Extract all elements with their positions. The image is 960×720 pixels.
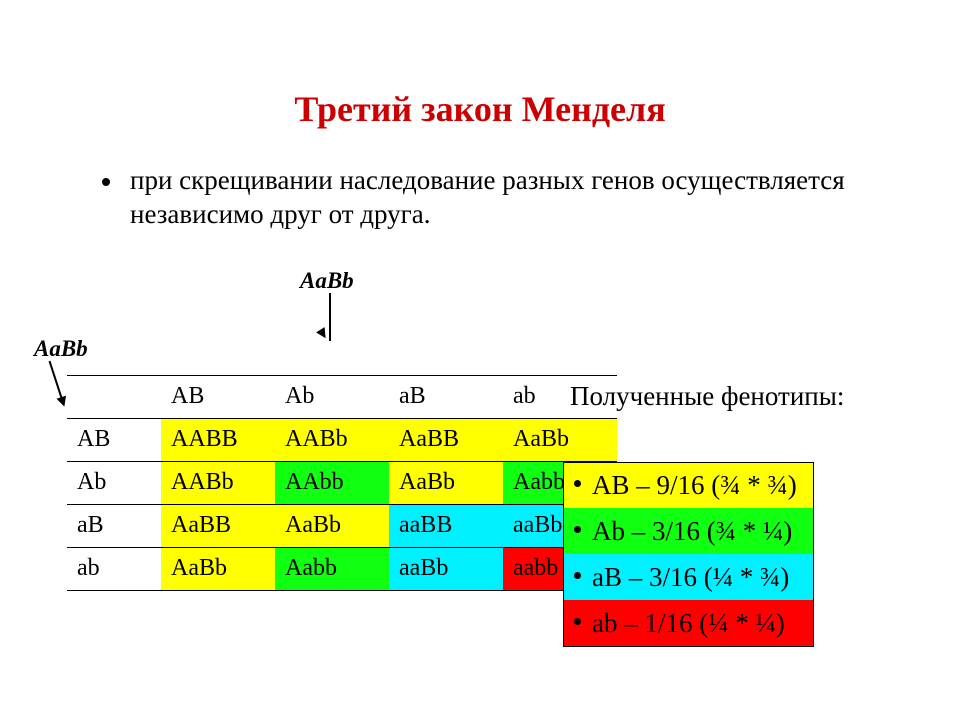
bullet-dot-icon <box>574 572 581 579</box>
punnett-corner <box>67 376 161 419</box>
punnett-square: ABAbaBabABAABBAABbAaBBAaBbAbAABbAAbbAaBb… <box>67 375 617 591</box>
punnett-col-header: aB <box>389 376 503 419</box>
punnett-row-header: AB <box>67 419 161 462</box>
punnett-cell: AABb <box>161 462 275 505</box>
bullet-dot-icon <box>574 480 581 487</box>
bullet-dot-icon <box>102 178 110 186</box>
punnett-cell: AaBb <box>389 462 503 505</box>
punnett-cell: AAbb <box>275 462 389 505</box>
arrow-down-left-icon <box>49 361 64 402</box>
punnett-col-header: AB <box>161 376 275 419</box>
punnett-row-header: aB <box>67 505 161 548</box>
punnett-cell: aaBB <box>389 505 503 548</box>
phenotype-row: AB – 9/16 (¾ * ¾) <box>564 463 813 508</box>
description-text: при скрещивании наследование разных гено… <box>130 165 845 229</box>
parent-label-left: AaBb <box>34 336 88 362</box>
phenotype-text: Ab – 3/16 (¾ * ¼) <box>592 516 792 546</box>
phenotype-text: aB – 3/16 (¼ * ¾) <box>592 562 789 592</box>
phenotype-row: ab – 1/16 (¼ * ¼) <box>564 600 813 646</box>
phenotype-row: Ab – 3/16 (¾ * ¼) <box>564 508 813 554</box>
description: при скрещивании наследование разных гено… <box>130 164 850 232</box>
parent-label-top: AaBb <box>300 268 354 294</box>
bullet-dot-icon <box>574 618 581 625</box>
punnett-row-header: Ab <box>67 462 161 505</box>
phenotype-text: AB – 9/16 (¾ * ¾) <box>592 470 797 500</box>
punnett-cell: AaBb <box>275 505 389 548</box>
punnett-cell: AaBB <box>161 505 275 548</box>
punnett-cell: AaBb <box>503 419 617 462</box>
phenotype-list: AB – 9/16 (¾ * ¾) Ab – 3/16 (¾ * ¼) aB – 3… <box>563 462 814 647</box>
punnett-cell: AaBB <box>389 419 503 462</box>
punnett-col-header: Ab <box>275 376 389 419</box>
bullet-dot-icon <box>574 526 581 533</box>
punnett-cell: AaBb <box>161 548 275 591</box>
phenotype-row: aB – 3/16 (¼ * ¾) <box>564 554 813 600</box>
phenotype-heading: Полученные фенотипы: <box>570 380 844 412</box>
arrow-down-icon <box>329 293 331 341</box>
punnett-row-header: ab <box>67 548 161 591</box>
phenotype-text: ab – 1/16 (¼ * ¼) <box>592 608 785 638</box>
punnett-cell: AABb <box>275 419 389 462</box>
punnett-cell: aaBb <box>389 548 503 591</box>
punnett-cell: AABB <box>161 419 275 462</box>
slide: Третий закон Менделя при скрещивании нас… <box>0 0 960 720</box>
punnett-cell: Aabb <box>275 548 389 591</box>
slide-title: Третий закон Менделя <box>0 88 960 130</box>
